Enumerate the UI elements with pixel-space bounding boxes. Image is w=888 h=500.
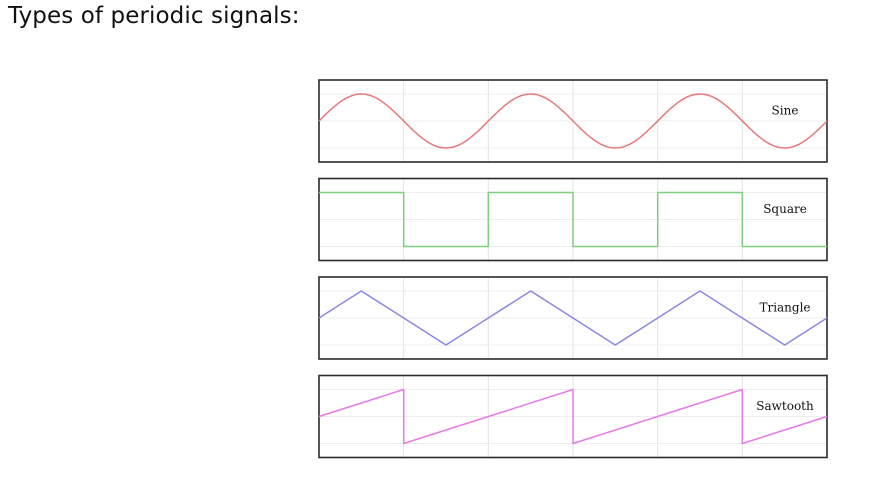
panel-triangle: Triangle <box>318 276 828 360</box>
triangle-waveform <box>318 290 828 346</box>
square-label-bg <box>752 200 818 219</box>
page-title: Types of periodic signals: <box>8 3 300 29</box>
sine-waveform <box>318 93 828 149</box>
panel-square: Square <box>318 177 828 262</box>
square-label: Square <box>763 202 807 216</box>
periodic-signals-figure: Sine Square Triangle Sawtooth <box>316 76 832 464</box>
panel-sine: Sine <box>318 79 828 163</box>
triangle-label-bg <box>752 299 818 318</box>
sawtooth-label: Sawtooth <box>756 399 814 413</box>
panel-sawtooth: Sawtooth <box>318 374 828 459</box>
sine-label-bg <box>752 102 818 121</box>
sawtooth-label-bg <box>752 397 818 416</box>
square-waveform <box>319 191 827 248</box>
triangle-label: Triangle <box>759 301 810 315</box>
sine-label: Sine <box>772 104 799 118</box>
waveform-panels: Sine Square Triangle Sawtooth <box>318 79 828 459</box>
sawtooth-waveform <box>318 388 828 445</box>
